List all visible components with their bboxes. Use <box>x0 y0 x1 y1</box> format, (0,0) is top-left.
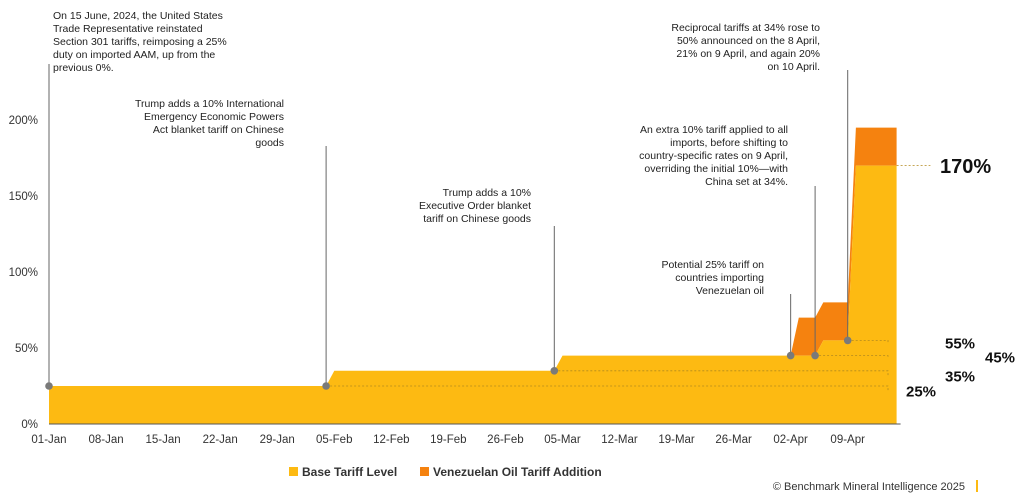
annotations-layer: On 15 June, 2024, the United StatesTrade… <box>45 10 851 390</box>
level-label: 55% <box>945 335 975 352</box>
annotation-text-line: Potential 25% tariff on <box>661 259 764 271</box>
annotation-text-line: Trump adds a 10% International <box>135 98 284 110</box>
annotation-text-line: duty on imported AAM, up from the <box>53 49 215 61</box>
legend-swatch <box>420 467 429 476</box>
footer-accent-bar <box>976 480 978 492</box>
annotation-text-line: countries importing <box>675 272 764 284</box>
y-tick-label: 0% <box>21 419 38 431</box>
level-labels-layer: 170% 55% 45% 35% 25% <box>906 156 1015 400</box>
annotation-text-line: China set at 34%. <box>705 176 788 188</box>
annotation-marker <box>844 337 852 345</box>
level-label: 170% <box>940 156 991 178</box>
level-label: 35% <box>945 368 975 385</box>
x-tick-label: 29-Jan <box>260 434 295 446</box>
annotation-marker <box>811 352 819 360</box>
annotation-text-line: on 10 April. <box>767 61 820 73</box>
level-label: 45% <box>985 349 1015 366</box>
y-tick-label: 200% <box>9 115 38 127</box>
y-tick-label: 150% <box>9 191 38 203</box>
annotation-text-line: overriding the initial 10%—with <box>644 163 788 175</box>
footer: © Benchmark Mineral Intelligence 2025 <box>773 480 978 493</box>
annotation-text-line: country-specific rates on 9 April, <box>639 150 788 162</box>
annotation-text-line: 50% announced on the 8 April, <box>677 35 820 47</box>
annotation-text-line: Act blanket tariff on Chinese <box>153 124 284 136</box>
legend-swatch <box>289 467 298 476</box>
legend-label: Venezuelan Oil Tariff Addition <box>433 465 602 479</box>
annotation-text-line: Executive Order blanket <box>419 200 531 212</box>
x-tick-label: 19-Mar <box>658 434 695 446</box>
annotation-text-line: Venezuelan oil <box>696 285 764 297</box>
annotation-text-line: Reciprocal tariffs at 34% rose to <box>671 22 820 34</box>
annotation-marker <box>322 382 330 390</box>
annotation-text-line: imports, before shifting to <box>670 137 788 149</box>
annotation-text-line: Trade Representative reinstated <box>53 23 203 35</box>
x-tick-label: 09-Apr <box>830 434 865 446</box>
annotation-marker <box>551 367 559 375</box>
x-tick-label: 05-Feb <box>316 434 352 446</box>
annotation-marker <box>787 352 795 360</box>
annotation-text-line: 21% on 9 April, and again 20% <box>676 48 820 60</box>
x-tick-label: 08-Jan <box>88 434 123 446</box>
level-label: 25% <box>906 383 936 400</box>
copyright-text: © Benchmark Mineral Intelligence 2025 <box>773 481 965 493</box>
x-tick-label: 26-Feb <box>487 434 523 446</box>
annotation-text-line: Emergency Economic Powers <box>144 111 284 123</box>
annotation-text-line: tariff on Chinese goods <box>423 213 531 225</box>
annotation-text-line: On 15 June, 2024, the United States <box>53 10 223 22</box>
legend-label: Base Tariff Level <box>302 465 397 479</box>
y-tick-label: 100% <box>9 267 38 279</box>
y-tick-label: 50% <box>15 343 38 355</box>
x-tick-label: 19-Feb <box>430 434 466 446</box>
x-tick-label: 02-Apr <box>773 434 808 446</box>
x-tick-label: 26-Mar <box>715 434 752 446</box>
x-tick-label: 15-Jan <box>146 434 181 446</box>
x-tick-label: 12-Feb <box>373 434 409 446</box>
x-tick-label: 05-Mar <box>544 434 581 446</box>
annotation-text-line: Section 301 tariffs, reimposing a 25% <box>53 36 227 48</box>
x-tick-label: 01-Jan <box>31 434 66 446</box>
legend: Base Tariff Level Venezuelan Oil Tariff A… <box>289 465 602 479</box>
annotation-marker <box>45 382 53 390</box>
annotation-text-line: goods <box>255 137 284 149</box>
annotation-text-line: previous 0%. <box>53 62 114 74</box>
annotation-text-line: Trump adds a 10% <box>443 187 531 199</box>
x-tick-label: 12-Mar <box>601 434 638 446</box>
annotation-text-line: An extra 10% tariff applied to all <box>640 124 788 136</box>
x-tick-label: 22-Jan <box>203 434 238 446</box>
